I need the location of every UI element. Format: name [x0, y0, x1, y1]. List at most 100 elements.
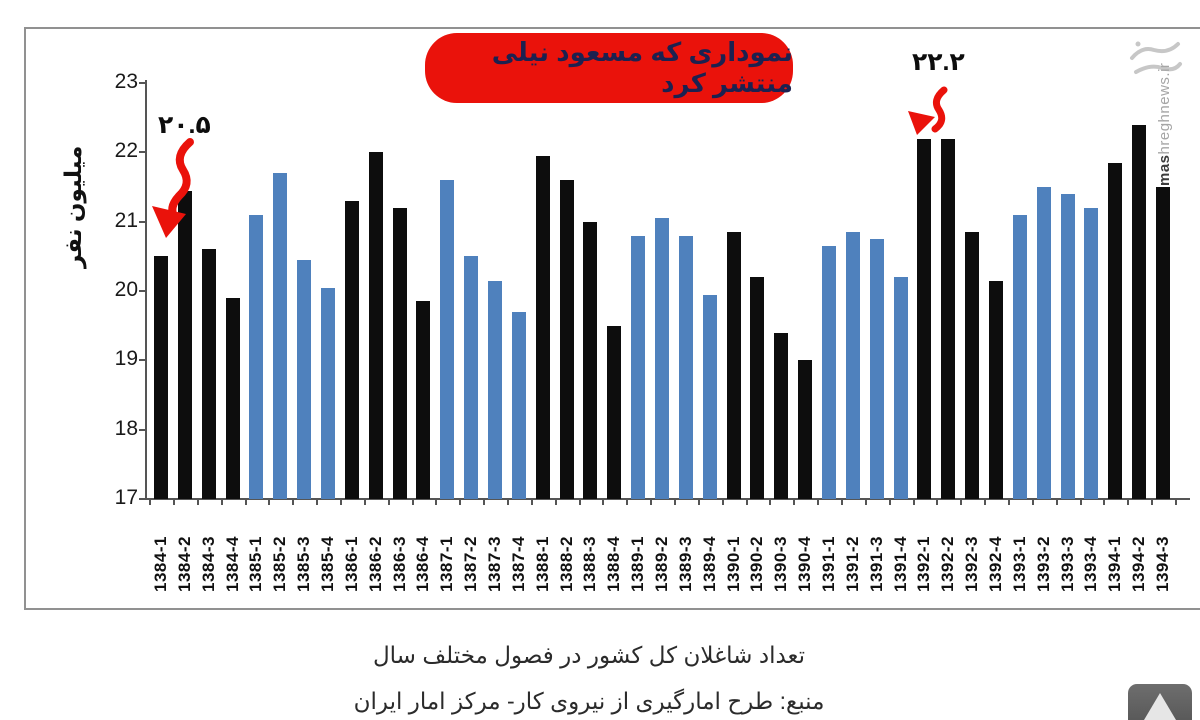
x-tick-mark [888, 500, 891, 505]
annotation-value-low: ۲۰.۵ [158, 111, 211, 139]
x-axis-label-1388-4: 1388-4 [604, 536, 624, 592]
x-axis-label-1387-4: 1387-4 [508, 536, 528, 592]
bar-1392-1 [917, 138, 932, 499]
bar-1391-2 [845, 232, 860, 499]
x-axis-label-1387-3: 1387-3 [485, 536, 504, 592]
x-axis-label-1386-2: 1386-2 [365, 536, 385, 592]
annotation-red-box-label: نموداری که مسعود نیلی منتشر کرد [491, 37, 793, 98]
watermark-site-text: mashreghnews.ir [1156, 62, 1173, 186]
bar-1387-4 [511, 311, 526, 499]
up-arrow-icon [1144, 693, 1176, 720]
x-axis-label-1384-2: 1384-2 [174, 536, 194, 592]
x-tick-mark [316, 500, 319, 505]
annotation-value-high: ۲۲.۲ [912, 48, 965, 76]
bar-1384-4 [225, 297, 240, 499]
x-axis-label-1388-3: 1388-3 [580, 536, 600, 592]
x-axis-line [145, 498, 1190, 500]
x-tick-mark [578, 500, 581, 505]
caption: تعداد شاغلان کل کشور در فصول مختلف سال م… [0, 634, 1178, 716]
x-tick-mark [339, 500, 342, 505]
x-tick-mark [1103, 500, 1106, 505]
x-tick-mark [769, 500, 772, 505]
x-axis-label-1386-1: 1386-1 [341, 536, 361, 592]
x-tick-mark [149, 500, 152, 505]
bar-1394-3 [1156, 187, 1170, 499]
x-axis-label-1393-2: 1393-2 [1033, 536, 1053, 592]
y-axis-tick-label: 21 [114, 208, 138, 232]
bar-1393-4 [1084, 207, 1099, 499]
bar-1392-4 [989, 280, 1003, 499]
x-tick-mark [697, 500, 700, 505]
x-tick-mark [745, 500, 748, 505]
x-tick-mark [554, 500, 557, 505]
x-axis-label-1392-2: 1392-2 [938, 536, 958, 592]
x-axis-label-1386-4: 1386-4 [413, 536, 433, 592]
x-tick-mark [602, 500, 605, 505]
x-tick-mark [984, 500, 987, 505]
y-axis-tick-label: 23 [114, 70, 138, 93]
x-axis-label-1389-3: 1389-3 [675, 536, 695, 592]
scroll-top-button[interactable] [1128, 684, 1192, 720]
x-tick-mark [936, 500, 939, 505]
x-axis-label-1387-1: 1387-1 [437, 536, 457, 592]
annotation-red-box: نموداری که مسعود نیلی منتشر کرد [425, 33, 793, 103]
x-axis-label-1391-1: 1391-1 [819, 536, 838, 592]
bar-1391-4 [893, 277, 908, 499]
x-tick-mark [292, 500, 295, 505]
y-tick-mark [139, 359, 146, 362]
x-tick-mark [960, 500, 963, 505]
y-axis-tick-label: 20 [114, 278, 138, 301]
x-tick-mark [864, 500, 867, 505]
bar-1384-3 [201, 249, 216, 499]
bar-1392-3 [965, 232, 980, 499]
x-axis-label-1394-3: 1394-3 [1153, 536, 1172, 592]
x-axis-label-1393-3: 1393-3 [1057, 536, 1077, 592]
bar-1385-3 [297, 259, 312, 499]
x-tick-mark [435, 500, 438, 505]
x-tick-mark [1079, 500, 1082, 505]
x-axis-label-1391-3: 1391-3 [866, 536, 886, 592]
y-tick-mark [139, 290, 146, 292]
x-axis-label-1394-1: 1394-1 [1105, 536, 1125, 592]
y-tick-mark [139, 428, 146, 431]
x-axis-label-1394-2: 1394-2 [1129, 536, 1149, 592]
x-tick-mark [721, 500, 724, 505]
x-tick-mark [363, 500, 366, 505]
x-axis-label-1390-1: 1390-1 [723, 536, 743, 592]
bar-1394-2 [1132, 124, 1147, 499]
x-axis-label-1389-2: 1389-2 [652, 536, 671, 592]
chart-frame [24, 27, 1200, 610]
x-axis-label-1386-3: 1386-3 [389, 536, 409, 592]
x-axis-label-1384-3: 1384-3 [198, 536, 218, 592]
x-tick-mark [793, 500, 796, 505]
x-tick-mark [220, 500, 223, 505]
bar-1387-1 [440, 180, 455, 499]
x-axis-label-1385-3: 1385-3 [294, 536, 314, 592]
x-tick-mark [817, 500, 820, 505]
bar-1389-3 [678, 235, 693, 499]
x-axis-label-1390-2: 1390-2 [747, 536, 767, 592]
x-axis-label-1391-4: 1391-4 [890, 536, 910, 592]
x-tick-mark [673, 500, 676, 505]
bar-1393-2 [1036, 187, 1051, 499]
bar-1393-3 [1060, 193, 1075, 499]
x-tick-mark [626, 500, 629, 505]
x-axis-label-1391-2: 1391-2 [842, 536, 862, 592]
x-tick-mark [1174, 500, 1177, 505]
y-tick-mark [139, 82, 146, 84]
x-axis-label-1388-2: 1388-2 [556, 536, 576, 592]
bar-1388-4 [607, 325, 622, 499]
bar-1386-3 [392, 207, 407, 499]
bar-1386-4 [416, 301, 431, 499]
caption-source: منبع: طرح امارگیری از نیروی کار- مرکز ام… [353, 688, 825, 714]
bar-1388-1 [535, 155, 550, 499]
bar-1385-2 [273, 173, 288, 499]
bar-1390-3 [774, 332, 789, 499]
y-axis-line [145, 80, 147, 500]
x-axis-label-1384-4: 1384-4 [222, 536, 242, 592]
x-axis-label-1389-1: 1389-1 [628, 536, 648, 592]
bar-1394-1 [1108, 162, 1123, 499]
bar-1391-1 [822, 245, 836, 499]
bar-1389-2 [655, 218, 669, 499]
bar-1390-4 [798, 360, 813, 499]
